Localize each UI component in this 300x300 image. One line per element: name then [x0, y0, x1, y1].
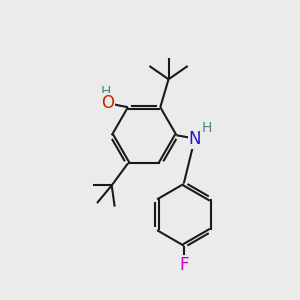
Text: N: N	[188, 130, 201, 148]
Text: H: H	[201, 121, 212, 135]
Text: H: H	[100, 85, 111, 99]
Text: F: F	[179, 256, 189, 274]
Text: O: O	[101, 94, 114, 112]
